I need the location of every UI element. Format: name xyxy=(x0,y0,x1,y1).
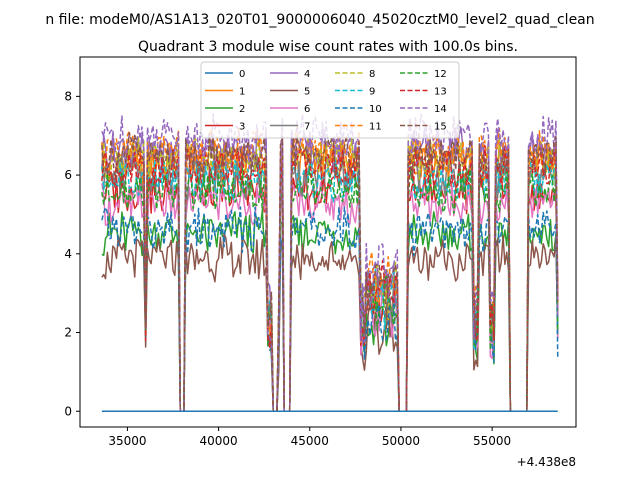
legend-label-14: 14 xyxy=(434,104,447,115)
y-tick-label: 6 xyxy=(64,168,72,182)
series-layer xyxy=(101,112,559,413)
series-line-10 xyxy=(101,206,559,413)
legend-label-13: 13 xyxy=(434,87,447,98)
series-line-13 xyxy=(101,143,559,413)
y-tick-label: 4 xyxy=(64,247,72,261)
y-axis: 0 2 4 6 8 xyxy=(64,89,80,418)
x-tick-label: 50000 xyxy=(382,434,420,448)
legend-label-3: 3 xyxy=(239,122,245,133)
legend-label-15: 15 xyxy=(434,122,447,133)
y-tick-label: 2 xyxy=(64,326,72,340)
y-tick-label: 0 xyxy=(64,404,72,418)
legend-label-5: 5 xyxy=(304,87,310,98)
series-line-15 xyxy=(101,131,559,413)
plot-frame xyxy=(79,56,577,428)
y-tick-label: 8 xyxy=(64,89,72,103)
x-tick-label: 55000 xyxy=(473,434,511,448)
legend-label-1: 1 xyxy=(239,87,245,98)
legend-label-2: 2 xyxy=(239,104,245,115)
x-axis: 35000 40000 45000 50000 55000 xyxy=(108,427,511,448)
figure-suptitle: n file: modeM0/AS1A13_020T01_9000006040_… xyxy=(45,12,594,28)
x-tick-label: 35000 xyxy=(108,434,146,448)
chart-title: Quadrant 3 module wise count rates with … xyxy=(138,39,518,55)
x-tick-label: 45000 xyxy=(291,434,329,448)
legend-label-11: 11 xyxy=(369,122,382,133)
legend-box xyxy=(200,61,460,139)
x-tick-label: 40000 xyxy=(199,434,237,448)
legend-label-9: 9 xyxy=(369,87,375,98)
legend-label-6: 6 xyxy=(304,104,310,115)
legend-label-7: 7 xyxy=(304,122,310,133)
series-line-14 xyxy=(101,112,559,413)
legend-label-10: 10 xyxy=(369,104,382,115)
legend-label-12: 12 xyxy=(434,69,447,80)
legend-label-4: 4 xyxy=(304,69,310,80)
series-line-5 xyxy=(101,232,559,413)
x-offset-label: +4.438e8 xyxy=(517,455,576,469)
legend-label-0: 0 xyxy=(239,69,245,80)
legend-label-8: 8 xyxy=(369,69,375,80)
